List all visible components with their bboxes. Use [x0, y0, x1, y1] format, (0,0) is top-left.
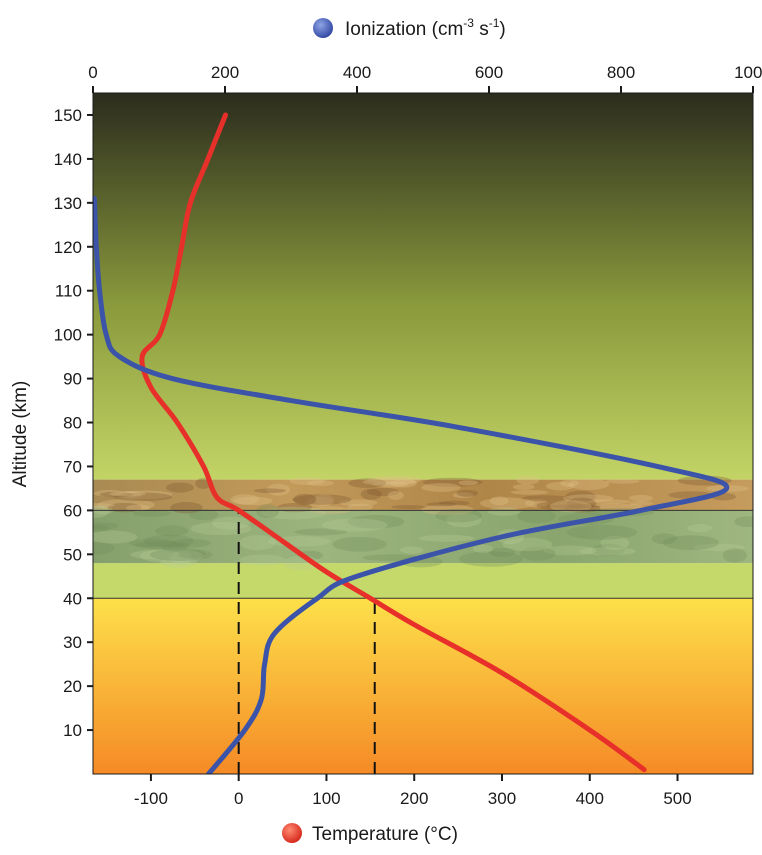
top-tick-label: 400 [343, 63, 371, 82]
plot-frame [92, 92, 754, 775]
y-tick-label: 130 [54, 194, 82, 213]
bottom-tick-label: 100 [312, 789, 340, 808]
y-tick-label: 90 [63, 370, 82, 389]
ionization-legend-dot [313, 18, 333, 38]
y-tick-label: 140 [54, 150, 82, 169]
top-tick-label: 200 [211, 63, 239, 82]
y-tick-label: 120 [54, 238, 82, 257]
bottom-tick-label: 500 [663, 789, 691, 808]
band-orange-layer [93, 598, 753, 774]
y-tick-label: 80 [63, 414, 82, 433]
y-tick-label: 10 [63, 721, 82, 740]
top-tick-label: 800 [607, 63, 635, 82]
bottom-tick-label: -100 [134, 789, 168, 808]
top-tick-label: 600 [475, 63, 503, 82]
y-tick-label: 50 [63, 545, 82, 564]
y-tick-label: 70 [63, 457, 82, 476]
y-tick-label: 110 [55, 282, 82, 301]
band-brown-cloud-layer [93, 479, 753, 511]
y-tick-label: 30 [63, 633, 82, 652]
y-tick-label: 100 [54, 326, 82, 345]
band-upper-atmosphere [93, 93, 753, 480]
temperature-legend-dot [282, 823, 302, 843]
bottom-tick-label: 0 [234, 789, 243, 808]
y-tick-label: 60 [63, 501, 82, 520]
cloud-texture [93, 475, 753, 571]
temperature-series-line [139, 112, 647, 773]
top-axis-title: Ionization (cm-3 s-1) [345, 16, 506, 40]
bottom-tick-label: 200 [400, 789, 428, 808]
ionization-series-line [93, 195, 730, 774]
bottom-axis-title: Temperature (°C) [312, 824, 458, 845]
top-tick-label: 0 [88, 63, 97, 82]
y-tick-label: 40 [63, 589, 82, 608]
bottom-tick-label: 400 [576, 789, 604, 808]
bottom-tick-label: 300 [488, 789, 516, 808]
y-tick-label: 20 [63, 677, 82, 696]
y-tick-label: 150 [54, 106, 82, 125]
band-light-green-layer [93, 563, 753, 599]
y-axis-title: Altitude (km) [10, 381, 31, 488]
